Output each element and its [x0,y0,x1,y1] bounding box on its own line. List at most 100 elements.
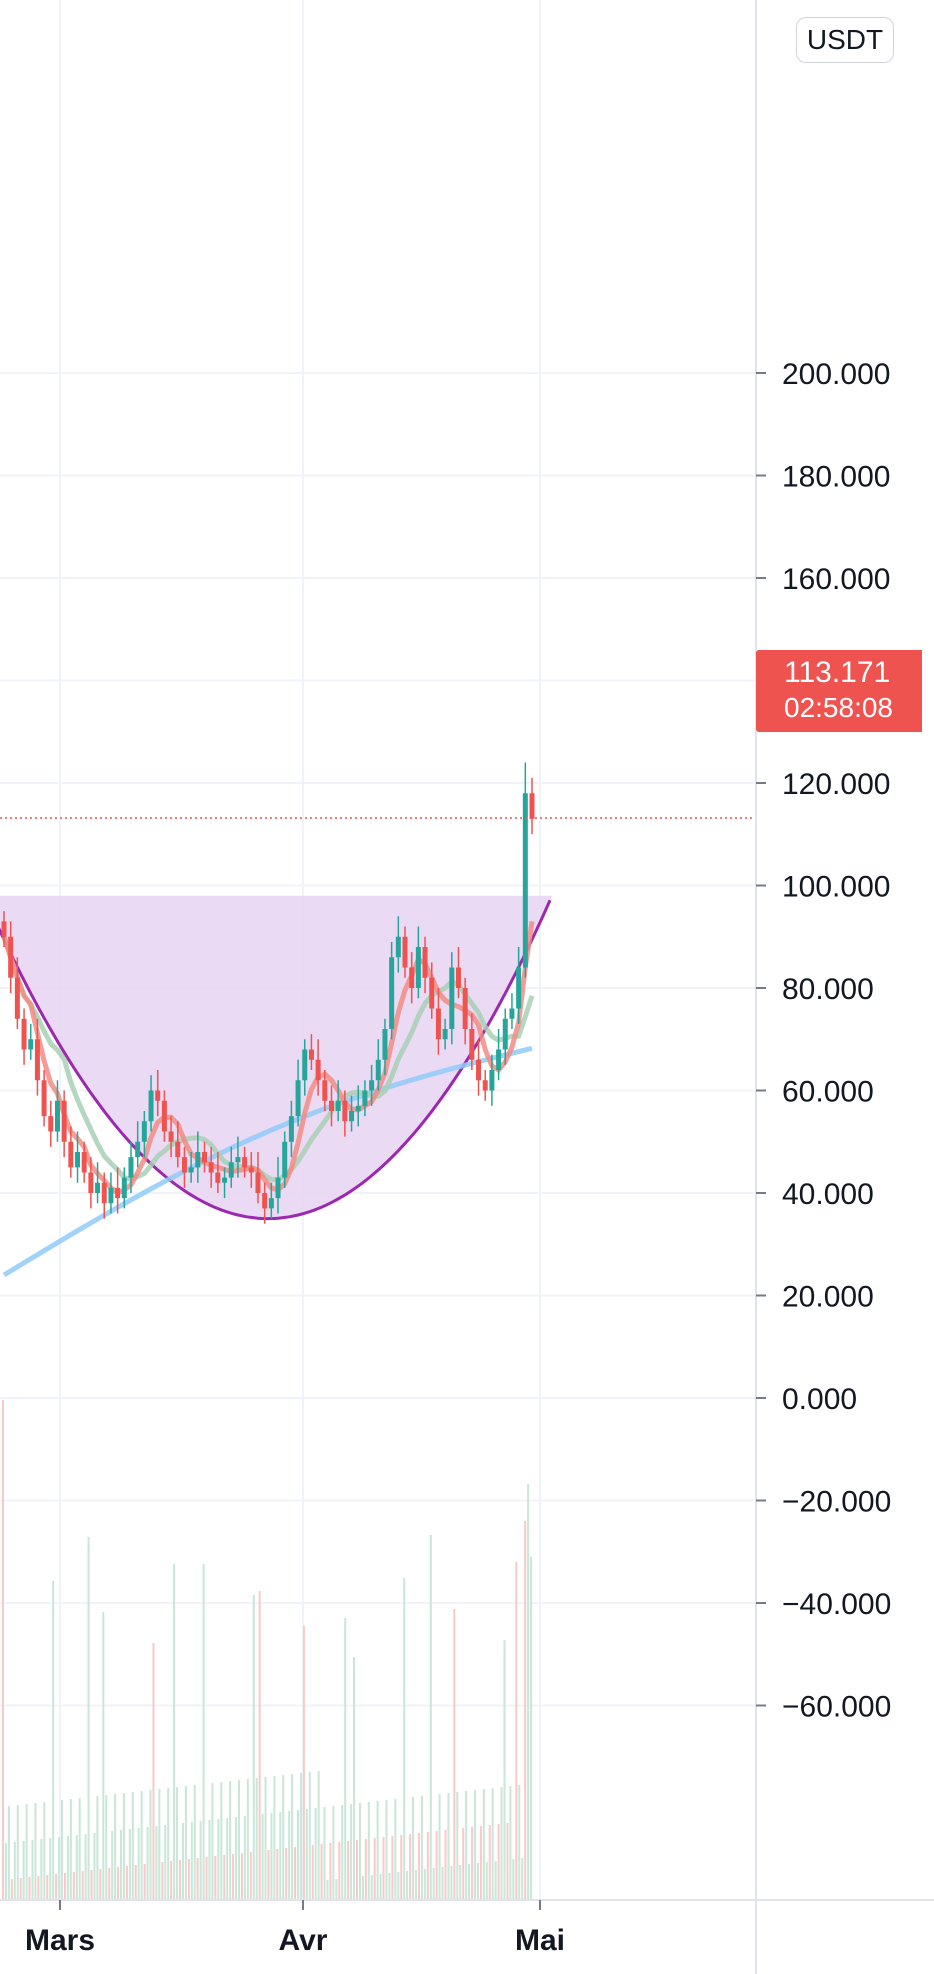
volume-bar [37,1876,40,1900]
volume-bar [503,1640,506,1900]
volume-bar [488,1825,491,1900]
volume-bar [350,1804,353,1900]
volume-bar [72,1872,75,1900]
volume-bar [128,1829,131,1900]
volume-bar [302,1626,305,1900]
volume-bar [46,1875,49,1900]
y-tick-label: 20.000 [782,1281,874,1314]
candle-body [362,1090,368,1106]
candle-body [14,977,20,1019]
candle-body [422,947,428,978]
candle-body [375,1059,381,1081]
candle-body [509,1008,515,1019]
volume-bar [13,1842,16,1900]
volume-bar [181,1823,184,1900]
candle-body [328,1100,334,1111]
candle-body [54,1100,60,1132]
volume-bar [40,1839,43,1900]
candle-body [476,1059,482,1081]
volume-bar [353,1657,356,1900]
y-axis[interactable]: 200.000180.000160.000140.000120.000100.0… [756,358,891,1724]
volume-bar [447,1793,450,1900]
volume-bar [202,1564,205,1900]
volume-bar [320,1844,323,1900]
last-price-tag: 113.171 02:58:08 [756,650,922,732]
x-tick-label: Mars [25,1924,95,1957]
volume-bar [423,1869,426,1900]
x-axis[interactable]: Mars Avr Mai [25,1900,565,1957]
currency-button[interactable]: USDT [796,17,894,63]
volume-bar [356,1840,358,1900]
y-tick-label: 100.000 [782,871,890,904]
candle-body [489,1070,495,1091]
volume-bar [456,1792,459,1900]
volume-bar [117,1867,120,1900]
volume-bar [308,1772,311,1900]
candle-body [502,1018,508,1050]
y-tick-label: −20.000 [782,1486,891,1519]
candle-body [288,1116,294,1142]
candle-body [382,1029,388,1060]
volume-bar [87,1537,90,1900]
volume-bar [509,1786,512,1900]
candle-body [522,793,528,968]
candle-body [115,1187,121,1199]
volume-bar [294,1847,297,1900]
candle-body [41,1080,47,1117]
candle-body [315,1059,321,1081]
candle-body [61,1100,67,1142]
volume-bar [358,1803,361,1900]
volume-bar [63,1873,66,1900]
candle-body [462,988,468,1029]
candle-body [342,1100,348,1122]
volume-bar [31,1840,34,1900]
candle-body [275,1177,281,1199]
volume-bar [435,1831,438,1900]
candle-body [322,1080,328,1101]
ma-red-line [1,921,535,1196]
volume-bar [114,1794,117,1900]
volume-bar [7,1806,10,1900]
volume-bar [238,1780,240,1900]
volume-bar [249,1852,252,1900]
candle-body [389,957,395,1029]
candle-body [48,1116,54,1132]
y-tick-label: −60.000 [782,1691,891,1724]
candle-body [302,1049,308,1081]
y-tick-label: 120.000 [782,768,890,801]
candle-body [355,1105,361,1111]
volume-bar [385,1800,388,1900]
volume-bar [267,1850,270,1900]
volume-bar [491,1788,494,1900]
candle-body [215,1172,221,1183]
volume-bar [500,1787,503,1900]
candle-body [308,1049,314,1060]
volume-bar [444,1830,447,1900]
volume-bar [400,1835,403,1900]
volume-bar [394,1799,397,1900]
volume-bar [255,1778,258,1900]
volume-bar [323,1807,326,1900]
volume-bar [111,1831,114,1900]
x-tick-label: Mai [515,1924,565,1957]
volume-bar [462,1828,465,1900]
y-tick-label: −40.000 [782,1588,891,1621]
volume-bar [49,1838,52,1900]
candle-body [435,1008,441,1040]
volume-bar [214,1856,217,1900]
volume-bar [196,1858,199,1900]
volume-bar [376,1801,379,1900]
volume-bar [226,1818,229,1900]
volume-bar [58,1837,61,1900]
volume-bar [485,1862,488,1900]
candle-body [168,1131,174,1142]
candle-body [1,921,7,937]
x-tick-label: Avr [279,1924,328,1957]
volume-bar [66,1836,69,1900]
candle-body [235,1157,241,1163]
volume-bar [173,1564,176,1900]
volume-bar [240,1853,243,1900]
candle-body [402,936,408,968]
volume-bar [4,1843,7,1900]
